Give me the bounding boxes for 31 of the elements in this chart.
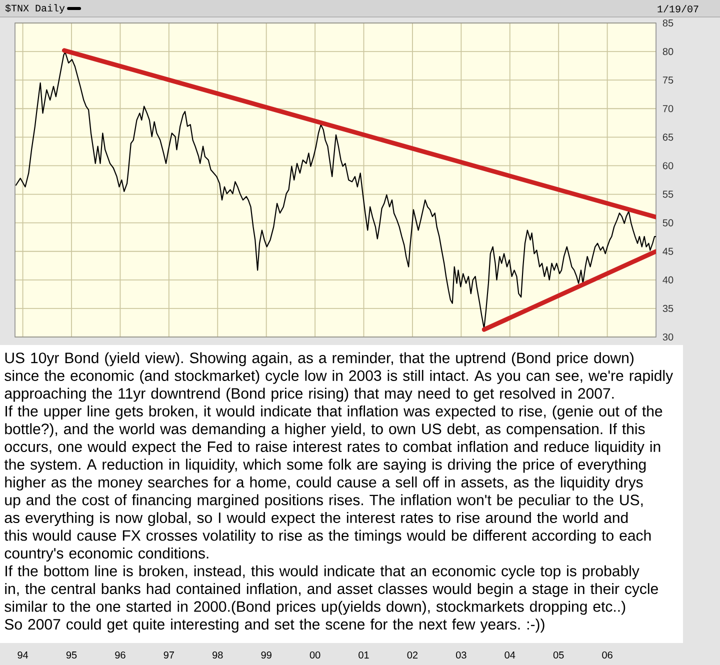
text: If the upper line gets broken, it would indicate that inflation was expected to rise, (genie out of the bottle?), and the world was demanding a higher yield, to own US debt, as compensation. If this occurs, one would expect the Fed to raise interest rates to combat inflation and reduce liquidity in the system. A reduction in liquidity, which some folk are saying is driving the price of everything higher as the money searches for a home, could cause a sell off in assets, as the liquidity drys up and the cost of financing margined positions rises. The inflation won't be peculiar to the US, as everything is now global, so I would expect the interest rates to rise around the world and this would cause FX crosses volatility to rise as the timings would be different according to each country's economic conditions. [4, 405, 662, 562]
x-tick-label: 05 [553, 651, 564, 659]
y2-tick-label: 30 [662, 333, 674, 341]
y2-tick-label: 55 [662, 190, 674, 198]
text: US 10yr Bond (yield view). Showing again, as a reminder, that the uptrend (Bond price down) since the economic (and stockmarket) cycle low in 2003 is still intact. As you can see, we're rapidly approaching the 11yr downtrend (Bond price rising) that may need to get resolved in 2007. [4, 352, 674, 402]
x-tick-label: 02 [407, 651, 418, 659]
x-tick-label: 94 [18, 651, 28, 659]
text: If the bottom line is broken, instead, this would indicate that an economic cycle top is probably in, the central banks had contained inflation, and asset classes would begin a stage in their cycle similar to the one started in 2000.(Bond prices up(yields down), stockmarkets dropping etc..) [4, 565, 658, 615]
y2-tick-label: 80 [662, 48, 674, 56]
y2-tick-label: 45 [662, 248, 674, 255]
x-tick-label: 03 [456, 651, 466, 659]
text: So 2007 could get quite interesting and set the scene for the next few years. :-)) [4, 618, 544, 633]
x-tick-label: 99 [261, 651, 272, 659]
x-tick-label: 06 [602, 651, 612, 659]
y2-tick-label: 70 [662, 105, 674, 112]
y2-tick-label: 50 [662, 219, 674, 226]
x-tick-label: 01 [358, 651, 369, 659]
y2-tick-label: 65 [662, 134, 674, 141]
x-tick-label: 96 [115, 651, 126, 659]
x-tick-label: 98 [212, 651, 223, 659]
x-tick-label: 97 [164, 651, 174, 659]
y2-tick-label: 75 [662, 76, 674, 84]
y2-tick-label: 35 [662, 304, 674, 312]
y2-tick-label: 85 [662, 19, 674, 27]
y2-tick-label: 40 [662, 276, 674, 284]
x-tick-label: 00 [310, 651, 320, 659]
x-tick-label: 95 [66, 651, 77, 659]
legend-label: $TNX Daily [5, 4, 65, 14]
text: 1/19/07 [658, 5, 698, 12]
x-tick-label: 04 [504, 651, 516, 659]
y2-tick-label: 60 [662, 162, 674, 170]
